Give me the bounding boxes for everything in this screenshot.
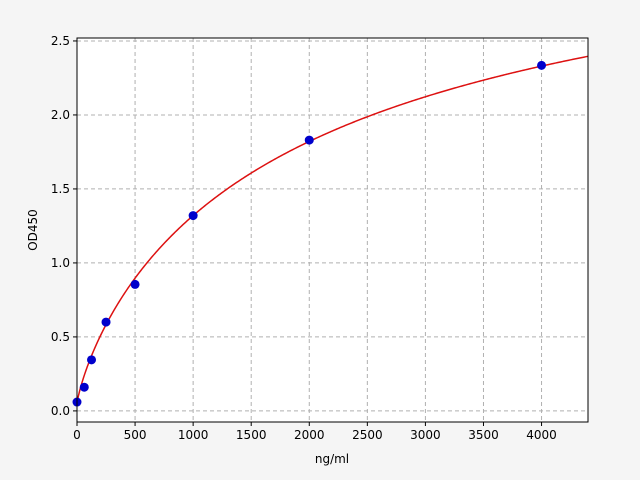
data-point [304,135,314,145]
grid [76,38,588,422]
y-tick-label: 1.5 [51,182,70,196]
x-tick-label: 2000 [294,428,325,442]
fit-curve [76,55,589,404]
data-point [79,382,89,392]
x-tick-label: 3500 [468,428,499,442]
y-tick-label: 2.0 [51,108,70,122]
y-axis-label: OD450 [26,209,40,251]
data-point [537,60,547,70]
x-tick-label: 3000 [410,428,441,442]
x-axis-label: ng/ml [315,452,349,466]
y-tick-label: 2.5 [51,34,70,48]
y-tick-label: 0.0 [51,404,70,418]
x-tick-label: 0 [73,428,81,442]
data-points [72,60,547,407]
data-point [87,355,97,365]
x-tick-label: 1000 [178,428,209,442]
y-tick-label: 1.0 [51,256,70,270]
data-point [101,317,111,327]
x-tick-label: 1500 [236,428,267,442]
y-tick-label: 0.5 [51,330,70,344]
plot-area [77,38,588,422]
plot-frame [76,37,589,423]
x-tick-label: 4000 [526,428,557,442]
ticks: 0 500 1000 1500 2000 2500 3000 3500 4000 0.0 0.5 1.… [51,34,557,442]
x-tick-label: 500 [124,428,147,442]
data-point [188,211,198,221]
x-tick-label: 2500 [352,428,383,442]
data-point [130,279,140,289]
